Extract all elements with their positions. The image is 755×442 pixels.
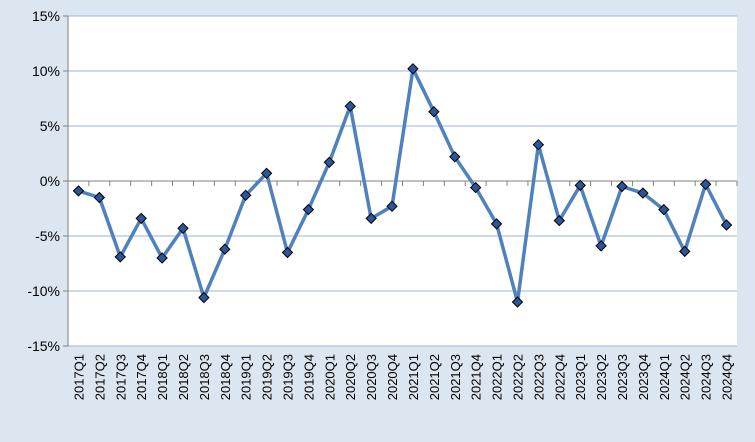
x-tick-label: 2022Q2 xyxy=(510,354,525,400)
data-point xyxy=(637,187,649,199)
x-tick-label: 2021Q3 xyxy=(448,354,463,400)
data-point xyxy=(302,203,315,216)
data-point xyxy=(281,246,294,259)
data-point xyxy=(219,243,231,255)
data-point xyxy=(616,180,628,193)
x-tick-label: 2019Q2 xyxy=(260,354,275,400)
x-tick-label: 2017Q3 xyxy=(113,354,128,400)
x-tick-label: 2017Q2 xyxy=(92,354,107,400)
data-point xyxy=(114,251,126,263)
x-tick-label: 2020Q1 xyxy=(322,354,337,400)
data-point xyxy=(532,138,545,151)
x-tick-label: 2020Q2 xyxy=(343,354,358,400)
y-tick-label: -5% xyxy=(35,228,60,244)
y-tick-label: 10% xyxy=(32,63,60,79)
y-tick-label: 5% xyxy=(40,118,60,134)
data-point xyxy=(260,167,273,180)
data-point xyxy=(93,191,106,204)
data-point xyxy=(720,219,733,231)
data-point xyxy=(574,179,586,192)
x-tick-label: 2022Q3 xyxy=(531,354,546,400)
x-tick-label: 2018Q1 xyxy=(155,354,170,400)
data-point xyxy=(72,185,85,197)
data-point xyxy=(490,218,503,230)
y-tick-label: -15% xyxy=(27,338,60,354)
data-point xyxy=(198,291,210,304)
x-tick-label: 2024Q4 xyxy=(720,354,735,400)
data-point xyxy=(553,214,566,227)
series-line xyxy=(76,67,729,304)
x-tick-label: 2023Q3 xyxy=(615,354,630,400)
x-tick-label: 2022Q1 xyxy=(490,354,505,400)
data-point xyxy=(239,189,252,202)
y-tick-label: -10% xyxy=(27,283,60,299)
data-point xyxy=(699,178,712,191)
data-point xyxy=(679,245,691,258)
data-point xyxy=(156,252,168,264)
data-point xyxy=(323,156,336,169)
x-tick-label: 2023Q4 xyxy=(636,354,651,400)
x-tick-label: 2024Q1 xyxy=(657,354,672,400)
x-tick-label: 2019Q3 xyxy=(281,354,296,400)
data-point xyxy=(386,200,398,213)
data-point xyxy=(365,212,377,225)
data-point xyxy=(511,296,524,308)
x-tick-label: 2020Q3 xyxy=(364,354,379,400)
x-tick-label: 2023Q2 xyxy=(594,354,609,400)
x-tick-label: 2024Q3 xyxy=(699,354,714,400)
x-tick-label: 2024Q2 xyxy=(678,354,693,400)
x-tick-label: 2023Q1 xyxy=(573,354,588,400)
data-point xyxy=(135,212,147,225)
x-tick-label: 2018Q4 xyxy=(218,354,233,400)
x-tick-label: 2019Q4 xyxy=(301,354,316,400)
x-tick-label: 2019Q1 xyxy=(239,354,254,400)
data-point xyxy=(449,151,461,163)
x-tick-label: 2022Q4 xyxy=(552,354,567,400)
data-point xyxy=(407,63,419,75)
x-tick-label: 2021Q1 xyxy=(406,354,421,400)
x-tick-label: 2018Q3 xyxy=(197,354,212,400)
data-point xyxy=(428,105,440,118)
data-point xyxy=(177,222,189,235)
x-tick-label: 2017Q4 xyxy=(134,354,149,400)
data-point xyxy=(658,203,670,216)
x-tick-label: 2021Q4 xyxy=(469,354,484,400)
data-point xyxy=(344,100,356,112)
data-point xyxy=(469,181,482,194)
x-tick-label: 2020Q4 xyxy=(385,354,400,400)
x-tick-label: 2018Q2 xyxy=(176,354,191,400)
y-tick-label: 0% xyxy=(40,173,60,189)
y-tick-label: 15% xyxy=(32,8,60,24)
data-point xyxy=(595,240,607,252)
x-tick-label: 2021Q2 xyxy=(427,354,442,400)
x-tick-label: 2017Q1 xyxy=(71,354,86,400)
